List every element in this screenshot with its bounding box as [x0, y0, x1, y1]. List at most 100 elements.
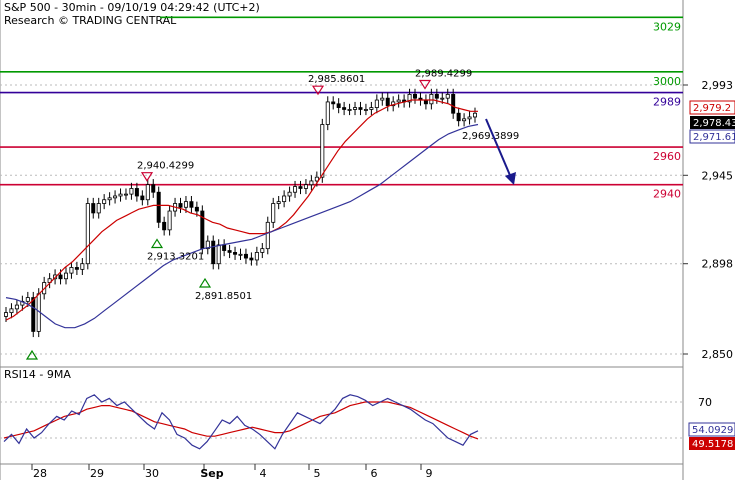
candle-body — [298, 186, 303, 189]
price-axis: 2,850 2,898 2,945 2,993 — [683, 79, 733, 361]
candle-body — [211, 240, 216, 265]
candle-body — [129, 188, 134, 195]
x-tick-label: 28 — [33, 467, 47, 480]
candle-body — [233, 252, 238, 255]
candle-body — [347, 109, 352, 111]
candle-body — [451, 94, 456, 114]
candle-body — [434, 94, 439, 99]
candle-body — [156, 191, 161, 223]
y-tick-label: 2,945 — [702, 169, 734, 182]
x-tick-label: 6 — [371, 467, 378, 480]
candle-body — [227, 250, 232, 253]
candle-body — [96, 203, 101, 214]
moving-averages — [5, 99, 479, 329]
pivot-label: 2,891.8501 — [195, 291, 252, 302]
pivot-label: 2,940.4299 — [137, 161, 194, 172]
candle-body — [238, 253, 243, 256]
level-label: 2940 — [653, 188, 681, 201]
candle-body — [336, 103, 341, 108]
candle-body — [467, 116, 472, 120]
x-tick-label: Sep — [200, 467, 223, 480]
level-label: 3000 — [653, 75, 681, 88]
candle-body — [385, 97, 390, 107]
candle-body — [118, 193, 123, 197]
price-gridlines — [0, 84, 683, 355]
x-tick-label: 4 — [260, 467, 267, 480]
rsi-tag-box — [688, 422, 735, 437]
candle-body — [472, 112, 477, 118]
candle-body — [358, 107, 363, 110]
candle-body — [189, 201, 194, 208]
support-resistance-levels: 3029 3000 2989 2960 2940 — [0, 16, 683, 201]
chart-title: S&P 500 - 30min - 09/10/19 04:29:42 (UTC… — [4, 1, 260, 14]
candle-body — [4, 312, 9, 317]
rsi-series — [3, 394, 479, 450]
chart-subtitle: Research © TRADING CENTRAL — [4, 14, 177, 27]
y-tick-label: 2,850 — [702, 348, 734, 361]
rsi-ma-line — [3, 401, 479, 440]
price-tag-box — [689, 100, 735, 115]
candle-body — [445, 94, 450, 99]
candle-body — [102, 199, 107, 204]
forecast-arrow — [485, 118, 516, 185]
candle-body — [462, 118, 467, 122]
candle-body — [69, 267, 74, 274]
candle-body — [113, 195, 118, 199]
candle-body — [74, 267, 79, 270]
candle-body — [25, 297, 30, 302]
candle-body — [320, 124, 325, 178]
candle-body — [58, 274, 63, 280]
candle-body — [107, 197, 112, 201]
candle-body — [423, 99, 428, 105]
arrowhead-icon — [505, 172, 516, 185]
price-tag-label: 2,978.43 — [693, 118, 735, 129]
candle-body — [314, 176, 319, 182]
candle-body — [374, 99, 379, 108]
candle-body — [80, 263, 85, 270]
rsi-line — [3, 394, 479, 450]
candle-body — [178, 203, 183, 208]
candle-body — [167, 210, 172, 231]
rsi-title: RSI14 - 9MA — [4, 368, 71, 381]
rsi-tick-label: 70 — [698, 396, 712, 409]
candle-body — [243, 253, 248, 259]
candle-body — [216, 244, 221, 265]
pivot-label: 2,913.3201 — [147, 251, 204, 262]
low-marker — [25, 349, 39, 360]
candle-body — [396, 99, 401, 103]
high-marker — [418, 79, 432, 90]
candle-body — [353, 107, 358, 110]
candle-body — [282, 195, 287, 203]
price-tags: 2,979.2 2,978.43 2,971.61 — [689, 100, 735, 144]
price-tag-label: 2,979.2 — [693, 103, 731, 114]
rsi-tag-label: 54.0929 — [692, 425, 733, 436]
candle-body — [440, 97, 445, 100]
candle-body — [303, 184, 308, 189]
pivot-label: 2,989.4299 — [415, 69, 472, 80]
candle-body — [134, 188, 139, 197]
candle-body — [260, 248, 265, 253]
y-tick-label: 2,993 — [702, 79, 734, 92]
candle-body — [331, 101, 336, 105]
candle-body — [151, 184, 156, 193]
candle-body — [342, 107, 347, 110]
level-label: 2989 — [653, 96, 681, 109]
candle-body — [249, 257, 254, 261]
candle-body — [309, 180, 314, 186]
candle-body — [429, 94, 434, 105]
candle-body — [91, 203, 96, 214]
candle-body — [123, 193, 128, 196]
candle-body — [63, 272, 68, 280]
candle-body — [276, 201, 281, 204]
ma-fast-line — [5, 99, 478, 321]
candle-body — [9, 308, 14, 314]
candle-body — [413, 94, 418, 99]
pivot-label: 2,985.8601 — [308, 74, 365, 85]
low-marker — [150, 238, 164, 249]
candle-body — [205, 240, 210, 250]
low-marker — [198, 277, 212, 288]
candle-body — [407, 94, 412, 103]
y-tick-label: 2,898 — [702, 258, 734, 271]
candle-body — [85, 203, 90, 265]
